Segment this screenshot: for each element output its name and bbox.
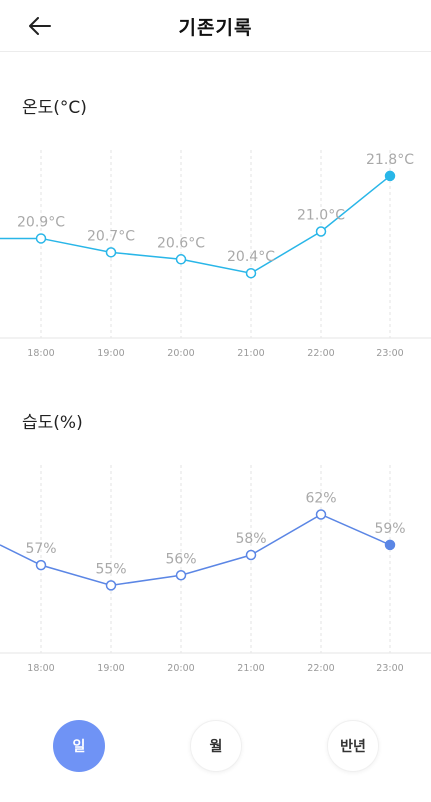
humidity-data-point[interactable] [384,539,396,551]
temperature-section-label: 온도(°C) [22,98,87,118]
temperature-data-label: 20.4°C [227,249,275,265]
temperature-tick-label: 19:00 [97,348,124,359]
humidity-data-point[interactable] [105,580,117,591]
humidity-tick-label: 22:00 [307,663,334,674]
temperature-data-point[interactable] [245,267,257,279]
humidity-data-label: 58% [235,531,266,547]
humidity-tick-label: 21:00 [237,663,264,674]
temperature-data-label: 20.7°C [87,228,135,244]
humidity-data-point[interactable] [315,509,327,520]
temperature-tick-label: 23:00 [376,348,403,359]
humidity-data-point[interactable] [35,559,47,571]
humidity-series-line [0,513,391,587]
humidity-tick-label: 19:00 [97,663,124,674]
app-header: 기존기록 [0,0,431,52]
temperature-data-label: 21.0°C [297,208,345,224]
humidity-data-label: 55% [95,561,126,577]
tab-half-year[interactable]: 반년 [327,720,379,772]
temperature-tick-label: 18:00 [27,348,54,359]
humidity-data-label: 57% [25,541,56,557]
period-tabs: 일 월 반년 [0,720,431,774]
humidity-chart: 57% 18:00 55% 19:00 56% 20:00 58% 21:00 62% 22:00… [0,465,431,674]
page-title: 기존기록 [178,17,253,39]
temperature-tick-label: 20:00 [167,348,194,359]
temperature-chart: 20.9°C 18:00 20.7°C 19:00 20.6°C 20:00 20.4°C 2… [0,150,431,359]
temperature-tick-label: 21:00 [237,348,264,359]
humidity-section-label: 습도(%) [22,413,83,433]
humidity-data-point[interactable] [175,570,187,581]
temperature-data-point[interactable] [35,233,47,244]
temperature-data-point[interactable] [384,170,396,182]
temperature-data-point[interactable] [105,247,117,258]
back-arrow-icon [29,17,51,35]
humidity-tick-label: 23:00 [376,663,403,674]
temperature-data-point[interactable] [175,254,187,265]
humidity-tick-label: 18:00 [27,663,54,674]
temperature-data-label: 20.9°C [17,214,65,230]
tab-day[interactable]: 일 [53,720,105,772]
humidity-data-label: 59% [374,521,405,537]
tab-month[interactable]: 월 [190,720,242,772]
humidity-data-label: 62% [305,491,336,507]
temperature-data-label: 20.6°C [157,235,205,251]
humidity-tick-label: 20:00 [167,663,194,674]
humidity-data-label: 56% [165,551,196,567]
temperature-data-label: 21.8°C [366,152,414,168]
temperature-tick-label: 22:00 [307,348,334,359]
humidity-data-point[interactable] [245,549,257,561]
back-button[interactable] [22,8,58,44]
temperature-data-point[interactable] [315,226,327,237]
